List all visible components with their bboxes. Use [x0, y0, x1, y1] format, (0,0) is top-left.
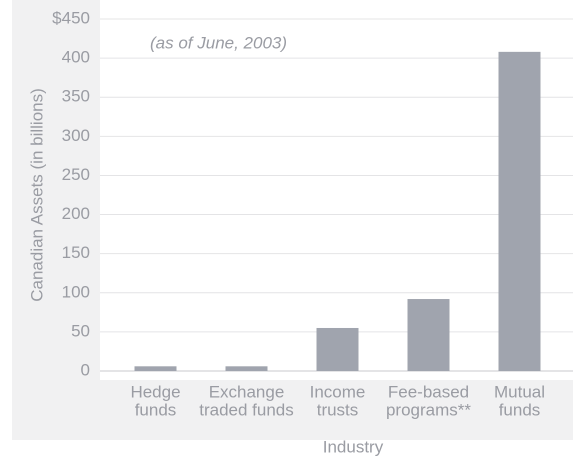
y-axis-label: Canadian Assets (in billions) — [27, 88, 46, 302]
x-tick-label: funds — [135, 400, 177, 419]
x-axis-label: Industry — [323, 437, 384, 456]
y-tick-label: $450 — [52, 8, 90, 27]
y-tick-label: 0 — [81, 360, 90, 379]
x-tick-label: Hedge — [130, 382, 180, 401]
y-tick-label: 300 — [62, 126, 90, 145]
y-tick-label: 200 — [62, 204, 90, 223]
annotation: (as of June, 2003) — [150, 33, 287, 52]
bar — [407, 299, 450, 371]
bar — [134, 366, 177, 371]
x-tick-label: funds — [499, 400, 541, 419]
x-tick-label: Exchange — [209, 382, 285, 401]
bar — [498, 51, 541, 371]
bar — [316, 327, 359, 371]
x-tick-label: Mutual — [494, 382, 545, 401]
x-tick-label: traded funds — [199, 400, 294, 419]
x-tick-label: trusts — [317, 400, 359, 419]
y-tick-label: 50 — [71, 321, 90, 340]
x-tick-label: Fee-based — [388, 382, 469, 401]
plot-background — [100, 0, 573, 380]
bar — [225, 366, 268, 371]
y-tick-label: 350 — [62, 87, 90, 106]
y-tick-label: 150 — [62, 243, 90, 262]
x-tick-label: Income — [310, 382, 366, 401]
y-tick-label: 250 — [62, 165, 90, 184]
x-tick-label: programs** — [386, 400, 471, 419]
y-tick-label: 400 — [62, 48, 90, 67]
y-tick-label: 100 — [62, 282, 90, 301]
